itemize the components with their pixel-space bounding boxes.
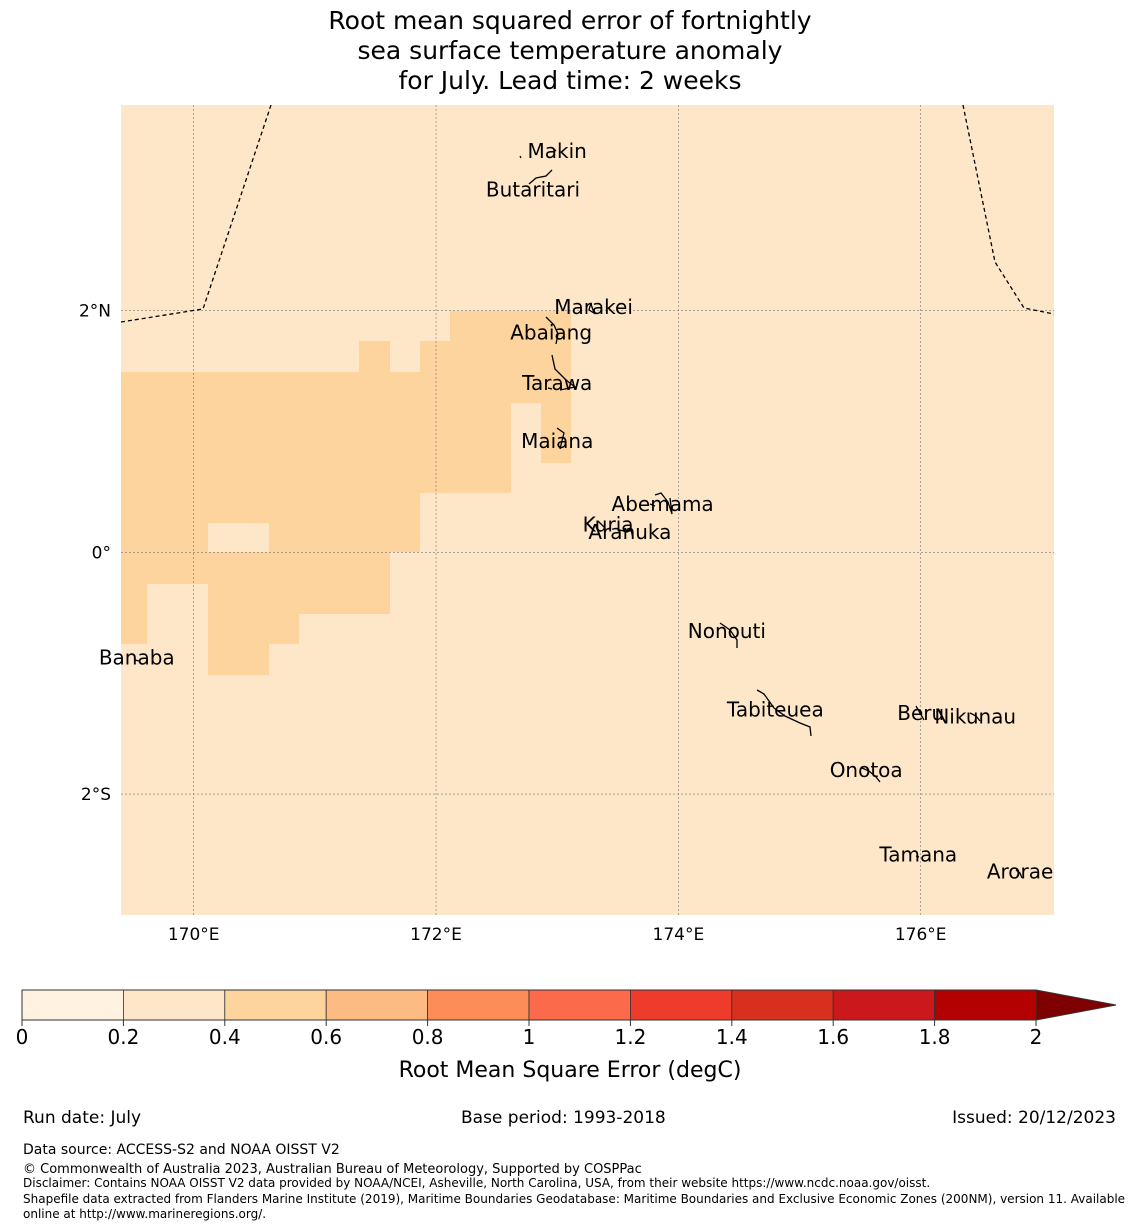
colorbar-box-0 — [21, 989, 124, 1021]
island-label-tamana: Tamana — [878, 843, 957, 867]
colorbar-tick-label: 1.8 — [919, 1025, 951, 1049]
island-label-makin: Makin — [528, 139, 587, 163]
colorbar-box-3 — [325, 989, 429, 1021]
colorbar-tick-label: 1 — [523, 1025, 536, 1049]
island-label-tabiteuea: Tabiteuea — [726, 697, 824, 721]
colorbar-tick-label: 0.6 — [310, 1025, 342, 1049]
colorbar-tick-label: 0.8 — [412, 1025, 444, 1049]
coast-marakei — [588, 302, 596, 315]
shapefile-credit-2: online at http://www.marineregions.org/. — [23, 1207, 267, 1221]
data-source: Data source: ACCESS-S2 and NOAA OISST V2 — [23, 1142, 340, 1158]
run-date: Run date: July — [23, 1108, 142, 1128]
coast-arorae — [1015, 869, 1023, 879]
lon-tick-label: 176°E — [895, 925, 947, 945]
coast-nonouti — [719, 622, 738, 648]
issued-date: Issued: 20/12/2023 — [952, 1108, 1116, 1128]
colorbar-extend-arrow — [1035, 989, 1117, 1021]
graticule — [121, 105, 1054, 915]
title-line-2: sea surface temperature anomaly — [357, 36, 783, 65]
title-line-3: for July. Lead time: 2 weeks — [398, 66, 742, 95]
axis-tick-labels: 170°E 172°E 174°E 176°E 2°N 0° 2°S — [79, 302, 947, 945]
colorbar: 0 0.2 0.4 0.6 0.8 1 1.2 1.4 1.6 1.8 2 Root Mean Sq… — [16, 989, 1117, 1083]
island-label-marakei: Marakei — [554, 295, 633, 319]
colorbar-box-2 — [224, 989, 327, 1021]
coast-makin — [519, 147, 557, 159]
colorbar-boxes — [21, 989, 1037, 1021]
colorbar-box-6 — [630, 989, 733, 1021]
colorbar-tick-label: 1.6 — [817, 1025, 849, 1049]
colorbar-tick-label: 1.2 — [614, 1025, 646, 1049]
rmse-class-0.4-0.6 — [121, 311, 571, 675]
coast-butaritari — [528, 169, 553, 185]
lon-tick-label: 172°E — [410, 925, 462, 945]
coast-nikunau — [969, 712, 981, 722]
coast-banaba — [134, 659, 140, 662]
lat-tick-label: 2°S — [81, 785, 111, 805]
colorbar-tick-labels: 0 0.2 0.4 0.6 0.8 1 1.2 1.4 1.6 1.8 2 — [16, 1020, 1043, 1049]
island-label-maiana: Maiana — [521, 429, 593, 453]
colorbar-tick-label: 1.4 — [716, 1025, 748, 1049]
title-line-1: Root mean squared error of fortnightly — [328, 6, 812, 35]
copyright: © Commonwealth of Australia 2023, Austra… — [23, 1162, 642, 1177]
coast-maiana — [556, 427, 565, 450]
coast-tarawa — [547, 354, 577, 391]
island-label-beru: Beru — [897, 701, 944, 725]
colorbar-label: Root Mean Square Error (degC) — [399, 1058, 742, 1083]
island-label-abaiang: Abaiang — [510, 320, 592, 344]
island-label-tarawa: Tarawa — [521, 371, 592, 395]
lat-tick-label: 0° — [92, 543, 111, 563]
island-label-onotoa: Onotoa — [830, 758, 903, 782]
map-title: Root mean squared error of fortnightly s… — [0, 6, 1140, 96]
colorbar-box-5 — [528, 989, 631, 1021]
coast-abemama — [649, 492, 673, 515]
coastlines — [134, 147, 1023, 879]
coast-tabiteuea — [756, 689, 812, 737]
island-label-nonouti: Nonouti — [688, 619, 766, 643]
island-label-banaba: Banaba — [99, 645, 175, 669]
coast-beru — [915, 705, 925, 721]
coast-aranuka — [619, 529, 634, 539]
eez-boundaries — [121, 105, 1054, 323]
colorbar-box-7 — [731, 989, 834, 1021]
island-label-nikunau: Nikunau — [934, 705, 1016, 729]
island-label-abemama: Abemama — [612, 492, 714, 516]
lon-tick-label: 170°E — [168, 925, 220, 945]
island-label-arorae: Arorae — [987, 859, 1053, 883]
colorbar-box-4 — [427, 989, 530, 1021]
colorbar-tick-label: 0 — [16, 1025, 29, 1049]
shapefile-credit-1: Shapefile data extracted from Flanders M… — [23, 1192, 1126, 1206]
coast-abaiang — [545, 316, 559, 345]
shaded-region-west — [121, 311, 571, 675]
colorbar-tick-label: 0.4 — [209, 1025, 241, 1049]
disclaimer: Disclaimer: Contains NOAA OISST V2 data … — [23, 1176, 931, 1190]
eez-boundary-west — [121, 105, 272, 323]
island-label-butaritari: Butaritari — [486, 178, 580, 202]
coast-kuria — [597, 520, 606, 529]
colorbar-tick-label: 2 — [1030, 1025, 1043, 1049]
colorbar-box-8 — [832, 989, 936, 1021]
coast-onotoa — [861, 767, 881, 783]
colorbar-tick-label: 0.2 — [107, 1025, 139, 1049]
lon-tick-label: 174°E — [653, 925, 705, 945]
eez-boundary-east — [962, 105, 1054, 315]
colorbar-box-9 — [934, 989, 1037, 1021]
base-period: Base period: 1993-2018 — [461, 1108, 666, 1128]
island-label-kuria: Kuria — [583, 513, 634, 537]
lat-tick-label: 2°N — [79, 302, 111, 322]
coast-tamana — [915, 855, 920, 858]
colorbar-box-1 — [123, 989, 226, 1021]
island-label-aranuka: Aranuka — [588, 520, 671, 544]
